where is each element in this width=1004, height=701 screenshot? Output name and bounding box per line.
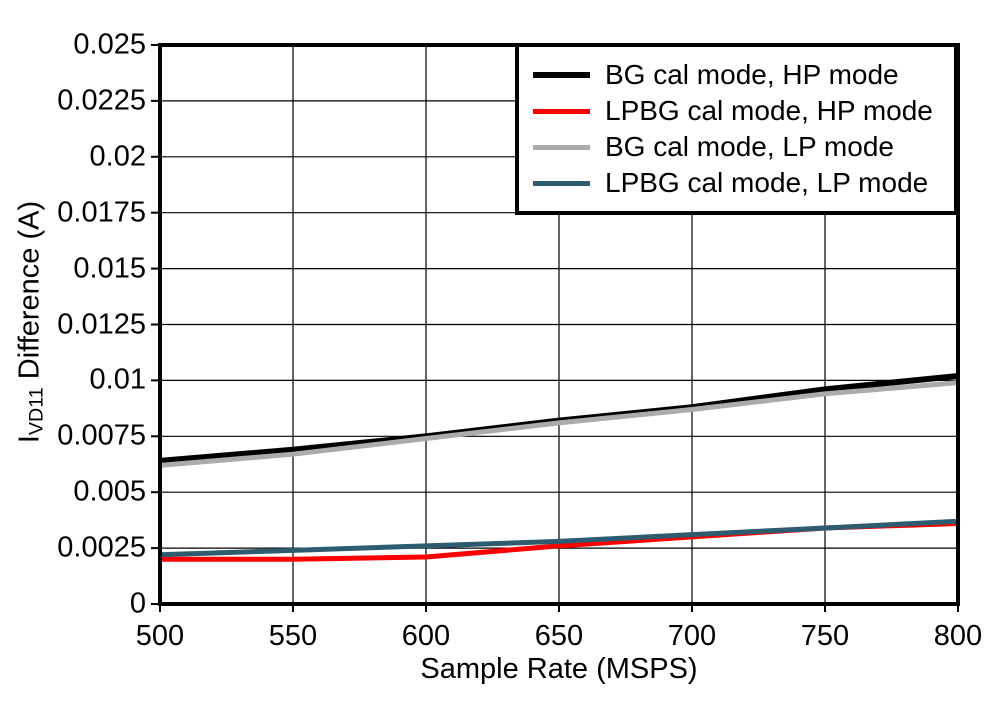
- y-tick-label: 0.02: [89, 140, 146, 173]
- y-axis-title-suffix: Difference (A): [13, 200, 46, 388]
- y-tick-label: 0.0075: [57, 419, 146, 452]
- series-line-3: [159, 380, 959, 468]
- y-axis-title-prefix: I: [13, 435, 46, 444]
- x-tick-label: 550: [268, 620, 318, 652]
- x-tick-label: 800: [933, 620, 983, 652]
- legend-swatch-line: [533, 144, 590, 150]
- legend-swatch-line: [533, 108, 590, 114]
- y-tick-label: 0.0225: [57, 84, 146, 117]
- y-tick-label: 0.0175: [57, 196, 146, 229]
- series-line-4: [159, 518, 959, 558]
- legend-entry-3: BG cal mode, LP mode: [533, 129, 954, 165]
- x-tick-label: 500: [135, 620, 185, 652]
- legend-swatch-line: [533, 180, 590, 186]
- legend-label: BG cal mode, LP mode: [605, 131, 894, 162]
- x-axis-title: Sample Rate (MSPS): [420, 653, 698, 685]
- legend-label: LPBG cal mode, LP mode: [605, 167, 929, 198]
- legend-label: LPBG cal mode, HP mode: [605, 95, 933, 126]
- x-tick-label: 600: [401, 620, 451, 652]
- y-tick-label: 0.015: [73, 252, 146, 285]
- legend-items: BG cal mode, HP mode LPBG cal mode, HP mo…: [533, 57, 954, 201]
- y-axis-title: IVD11 Difference (A): [11, 42, 49, 603]
- legend: BG cal mode, HP mode LPBG cal mode, HP mo…: [515, 43, 958, 215]
- y-tick-label: 0: [129, 587, 146, 620]
- y-tick-label: 0.025: [73, 28, 146, 61]
- legend-swatch-line: [533, 72, 590, 78]
- y-tick-label: 0.0125: [57, 308, 146, 340]
- y-tick-label: 0.01: [89, 363, 146, 396]
- legend-entry-2: LPBG cal mode, HP mode: [533, 93, 954, 129]
- legend-entry-1: BG cal mode, HP mode: [533, 57, 954, 93]
- legend-label: BG cal mode, HP mode: [605, 59, 899, 90]
- x-tick-label: 650: [534, 620, 584, 652]
- y-tick-label: 0.0025: [57, 531, 146, 564]
- x-tick-label: 700: [667, 620, 717, 652]
- y-tick-label: 0.005: [73, 475, 146, 508]
- x-tick-label: 750: [800, 620, 850, 652]
- y-axis-title-subscript: VD11: [25, 387, 48, 436]
- legend-entry-4: LPBG cal mode, LP mode: [533, 165, 954, 201]
